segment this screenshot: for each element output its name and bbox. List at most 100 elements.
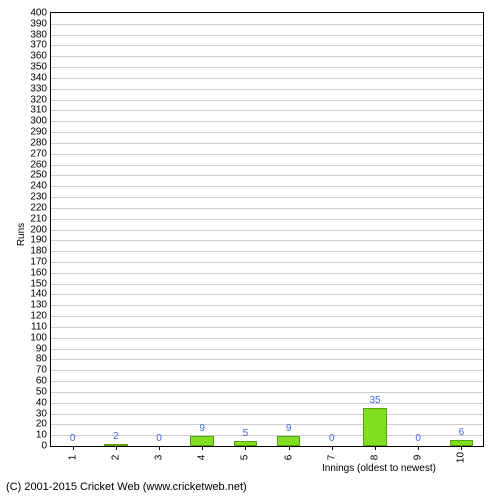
gridline — [51, 381, 483, 382]
y-tick-label: 80 — [36, 354, 47, 365]
gridline — [51, 24, 483, 25]
gridline — [51, 305, 483, 306]
bar — [363, 408, 387, 446]
y-tick-label: 0 — [41, 441, 47, 452]
y-tick-label: 200 — [30, 224, 47, 235]
gridline — [51, 121, 483, 122]
bar-value-label: 2 — [113, 431, 119, 442]
x-tick-mark — [375, 446, 376, 450]
gridline — [51, 424, 483, 425]
gridline — [51, 273, 483, 274]
gridline — [51, 56, 483, 57]
x-tick-mark — [461, 446, 462, 450]
y-tick-label: 190 — [30, 235, 47, 246]
bar-value-label: 9 — [286, 423, 292, 434]
y-tick-label: 350 — [30, 62, 47, 73]
y-tick-label: 120 — [30, 311, 47, 322]
x-tick-label: 8 — [370, 455, 381, 461]
y-tick-label: 170 — [30, 256, 47, 267]
gridline — [51, 78, 483, 79]
gridline — [51, 208, 483, 209]
y-tick-label: 310 — [30, 105, 47, 116]
gridline — [51, 316, 483, 317]
y-tick-label: 110 — [31, 321, 47, 332]
gridline — [51, 132, 483, 133]
y-tick-label: 90 — [36, 343, 47, 354]
gridline — [51, 262, 483, 263]
y-tick-label: 330 — [30, 83, 47, 94]
y-tick-label: 30 — [36, 408, 47, 419]
y-tick-label: 130 — [30, 300, 47, 311]
y-tick-label: 320 — [30, 94, 47, 105]
y-tick-label: 60 — [36, 376, 47, 387]
gridline — [51, 45, 483, 46]
gridline — [51, 284, 483, 285]
gridline — [51, 165, 483, 166]
bar — [277, 436, 301, 446]
chart-container: 0102030405060708090100110120130140150160… — [0, 0, 500, 500]
gridline — [51, 338, 483, 339]
x-tick-mark — [159, 446, 160, 450]
bar — [190, 436, 214, 446]
x-tick-label: 9 — [413, 455, 424, 461]
bar-value-label: 5 — [243, 428, 249, 439]
bar-value-label: 9 — [199, 423, 205, 434]
y-tick-label: 150 — [30, 278, 47, 289]
bar-value-label: 0 — [415, 433, 421, 444]
gridline — [51, 35, 483, 36]
x-tick-mark — [73, 446, 74, 450]
x-tick-label: 1 — [67, 455, 78, 461]
y-tick-label: 100 — [30, 332, 47, 343]
gridline — [51, 294, 483, 295]
y-tick-label: 210 — [30, 213, 47, 224]
y-tick-label: 370 — [30, 40, 47, 51]
y-tick-label: 280 — [30, 137, 47, 148]
x-tick-mark — [418, 446, 419, 450]
gridline — [51, 230, 483, 231]
y-tick-label: 140 — [30, 289, 47, 300]
y-tick-label: 160 — [30, 267, 47, 278]
bar-value-label: 0 — [156, 433, 162, 444]
y-tick-label: 230 — [30, 192, 47, 203]
bar-value-label: 0 — [329, 433, 335, 444]
gridline — [51, 67, 483, 68]
x-axis-title: Innings (oldest to newest) — [322, 463, 436, 474]
y-tick-label: 380 — [30, 29, 47, 40]
y-tick-label: 270 — [30, 148, 47, 159]
gridline — [51, 100, 483, 101]
gridline — [51, 327, 483, 328]
gridline — [51, 392, 483, 393]
y-tick-label: 300 — [30, 116, 47, 127]
y-tick-label: 180 — [30, 246, 47, 257]
x-tick-label: 5 — [240, 455, 251, 461]
gridline — [51, 89, 483, 90]
gridline — [51, 219, 483, 220]
bar-value-label: 6 — [459, 427, 465, 438]
x-tick-mark — [116, 446, 117, 450]
x-tick-label: 4 — [197, 455, 208, 461]
y-tick-label: 340 — [30, 72, 47, 83]
y-tick-label: 240 — [30, 181, 47, 192]
gridline — [51, 359, 483, 360]
copyright-text: (C) 2001-2015 Cricket Web (www.cricketwe… — [6, 481, 247, 493]
y-axis-title: Runs — [16, 222, 27, 245]
x-tick-mark — [202, 446, 203, 450]
bar — [104, 444, 128, 446]
x-tick-label: 10 — [456, 452, 467, 463]
y-tick-label: 70 — [36, 365, 47, 376]
y-tick-label: 250 — [30, 170, 47, 181]
gridline — [51, 349, 483, 350]
gridline — [51, 110, 483, 111]
y-tick-label: 360 — [30, 51, 47, 62]
y-tick-label: 260 — [30, 159, 47, 170]
x-tick-label: 7 — [326, 455, 337, 461]
y-tick-label: 400 — [30, 8, 47, 19]
y-tick-label: 40 — [36, 397, 47, 408]
gridline — [51, 143, 483, 144]
y-tick-label: 390 — [30, 18, 47, 29]
x-tick-label: 2 — [110, 455, 121, 461]
gridline — [51, 403, 483, 404]
x-tick-label: 3 — [154, 455, 165, 461]
gridline — [51, 370, 483, 371]
gridline — [51, 175, 483, 176]
